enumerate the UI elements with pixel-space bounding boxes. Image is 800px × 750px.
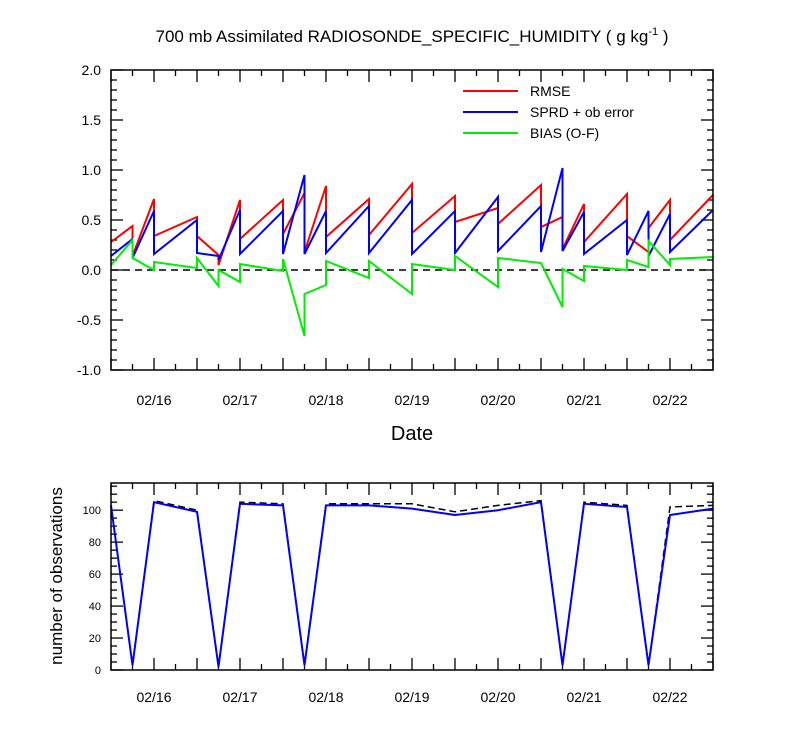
y-tick-label: 1.5 (82, 112, 102, 128)
x-tick-label: 02/20 (480, 689, 515, 705)
series-line-0 (110, 499, 714, 667)
x-tick-label: 02/17 (222, 689, 257, 705)
x-tick-label: 02/16 (136, 689, 171, 705)
legend-label-2: BIAS (O-F) (530, 125, 599, 141)
x-tick-label: 02/16 (136, 392, 171, 408)
legend-label-0: RMSE (530, 83, 570, 99)
bottom-panel: 02/16 02/17 02/18 02/19 02/20 02/21 02/22 100 80… (47, 482, 714, 705)
legend: RMSE SPRD + ob error BIAS (O-F) (463, 83, 634, 141)
y-tick-label: 2.0 (82, 62, 102, 78)
series-line-1 (110, 167, 714, 261)
x-tick-label: 02/18 (308, 392, 343, 408)
y-tick-label: 100 (83, 505, 101, 517)
x-tick-label: 02/21 (566, 392, 601, 408)
y-tick-label: 40 (89, 601, 101, 613)
x-tick-label: 02/20 (480, 392, 515, 408)
bottom-plot-frame (110, 482, 714, 671)
x-tick-label: 02/19 (394, 689, 429, 705)
y-tick-label: 0.0 (82, 262, 102, 278)
x-tick-label: 02/17 (222, 392, 257, 408)
y-tick-label: -1.0 (77, 362, 101, 378)
y-tick-label: -0.5 (77, 312, 101, 328)
top-series (110, 167, 714, 337)
chart-title-text: 700 mb Assimilated RADIOSONDE_SPECIFIC_H… (156, 27, 649, 46)
top-panel: RMSE SPRD + ob error BIAS (O-F) 02/16 02/17… (77, 62, 714, 445)
bottom-series (110, 499, 714, 667)
y-tick-label: 1.0 (82, 162, 102, 178)
y-tick-label: 0.5 (82, 212, 102, 228)
x-tick-label: 02/22 (652, 689, 687, 705)
y-tick-label: 60 (89, 569, 101, 581)
bottom-ticks (110, 483, 714, 671)
chart-title-end: ) (658, 27, 668, 46)
x-tick-label: 02/19 (394, 392, 429, 408)
series-line-2 (110, 237, 714, 337)
series-line-0 (110, 181, 714, 266)
series-line-1 (110, 500, 714, 667)
chart-title: 700 mb Assimilated RADIOSONDE_SPECIFIC_H… (156, 26, 669, 46)
x-tick-label: 02/18 (308, 689, 343, 705)
top-plot-frame (110, 69, 714, 371)
x-tick-label: 02/21 (566, 689, 601, 705)
bottom-tick-labels: 02/16 02/17 02/18 02/19 02/20 02/21 02/22 100 80… (83, 505, 688, 705)
y-tick-label: 0 (95, 665, 101, 677)
y-tick-label: 80 (89, 537, 101, 549)
top-tick-labels: 02/16 02/17 02/18 02/19 02/20 02/21 02/22 2.0 1.… (77, 62, 688, 408)
y-tick-label: 20 (89, 633, 101, 645)
x-tick-label: 02/22 (652, 392, 687, 408)
x-axis-label: Date (391, 423, 433, 445)
legend-label-1: SPRD + ob error (530, 104, 634, 120)
y-axis-label: number of observations (47, 487, 66, 665)
chart-title-superscript: -1 (648, 26, 658, 38)
